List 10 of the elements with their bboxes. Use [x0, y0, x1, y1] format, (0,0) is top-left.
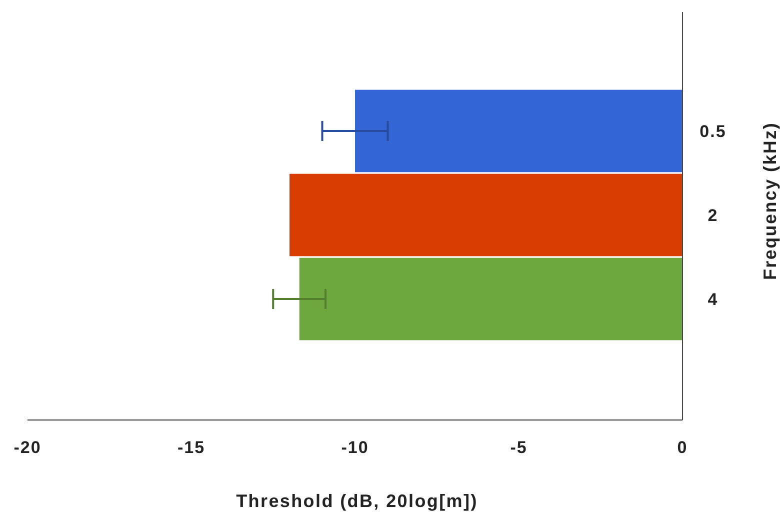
x-tick-label: -15 [177, 438, 206, 457]
y-tick-label: 0.5 [700, 122, 726, 141]
y-axis-title: Frequency (kHz) [760, 122, 780, 280]
x-tick-label: -5 [510, 438, 528, 457]
y-tick-label: 4 [708, 290, 718, 310]
y-tick-label: 2 [708, 206, 718, 225]
x-axis-title: Threshold (dB, 20log[m]) [236, 491, 478, 511]
x-tick-label: 0 [677, 438, 688, 457]
x-tick-label: -20 [14, 438, 42, 457]
x-tick-label: -10 [341, 438, 369, 457]
